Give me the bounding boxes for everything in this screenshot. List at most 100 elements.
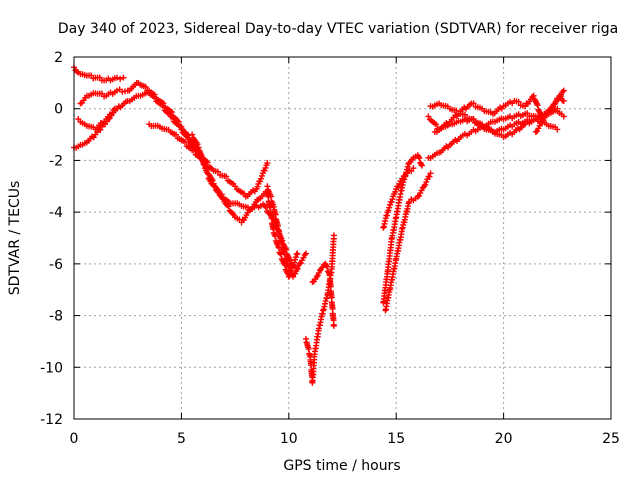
data-point [178, 126, 185, 133]
data-point [453, 107, 460, 114]
series-arc-8 [302, 232, 337, 386]
y-tick-label: -12 [40, 412, 63, 428]
data-point [142, 83, 149, 90]
data-point [176, 123, 183, 130]
series-arc-17 [532, 92, 567, 135]
data-point [389, 196, 396, 203]
data-point [402, 173, 409, 180]
data-point [386, 204, 393, 211]
series-arc-4 [75, 89, 206, 164]
y-tick-label: -8 [49, 309, 63, 325]
axis-ticks [73, 56, 612, 420]
data-point [201, 162, 208, 169]
data-point [257, 178, 264, 185]
data-point [218, 191, 225, 198]
plot-frame [73, 56, 612, 420]
data-point [293, 267, 300, 274]
data-point [422, 181, 429, 188]
series-arc-2 [77, 79, 271, 200]
data-point [159, 103, 166, 110]
data-point [294, 265, 301, 272]
x-tick-label: 0 [70, 431, 79, 447]
data-point [532, 128, 539, 135]
x-tick-labels: 0 5 10 15 20 25 [70, 431, 620, 447]
data-point [554, 126, 561, 133]
data-point [385, 207, 392, 214]
data-point [330, 232, 337, 239]
data-point [515, 98, 522, 105]
data-point [262, 204, 269, 211]
data-point [433, 121, 440, 128]
data-point [425, 113, 432, 120]
data-point [194, 141, 201, 148]
data-point [388, 199, 395, 206]
data-point [395, 183, 402, 190]
data-point [258, 175, 265, 182]
chart-title: Day 340 of 2023, Sidereal Day-to-day VTE… [58, 21, 618, 37]
x-tick-label: 15 [387, 431, 405, 447]
y-tick-label: -10 [40, 360, 63, 376]
data-point [560, 87, 567, 94]
data-point [404, 163, 411, 170]
data-point [195, 144, 202, 151]
x-tick-label: 5 [177, 431, 186, 447]
data-point [554, 105, 561, 112]
data-point [560, 97, 567, 104]
data-point [292, 270, 299, 277]
x-axis-label: GPS time / hours [283, 458, 400, 474]
data-point [113, 74, 120, 81]
data-point [291, 259, 298, 266]
data-point [120, 74, 127, 81]
series-arc-13 [425, 107, 567, 162]
data-point [296, 260, 303, 267]
data-point [267, 193, 274, 200]
series-arc-11 [382, 170, 434, 314]
y-axis-label: SDTVAR / TECUs [7, 181, 23, 296]
data-point [264, 160, 271, 167]
series-arc-15 [425, 87, 567, 133]
data-point [330, 322, 337, 329]
grid-lines [74, 57, 611, 419]
data-point [261, 167, 268, 174]
data-point [470, 100, 477, 107]
data-point [557, 93, 564, 100]
data-point [302, 250, 309, 257]
data-point [416, 155, 423, 162]
y-tick-labels: -12 -10 -8 -6 -4 -2 0 2 [40, 50, 63, 428]
data-point [292, 254, 299, 261]
data-point [461, 111, 468, 118]
data-point [254, 183, 261, 190]
data-point [117, 75, 124, 82]
data-point [544, 109, 551, 116]
data-point [258, 172, 265, 179]
x-tick-label: 10 [280, 431, 298, 447]
data-point [269, 213, 276, 220]
y-tick-label: -2 [49, 153, 63, 169]
x-tick-label: 20 [495, 431, 513, 447]
data-point [410, 165, 417, 172]
data-point [214, 168, 221, 175]
data-point [185, 134, 192, 141]
data-point [418, 162, 425, 169]
series-arc-9 [309, 260, 337, 329]
y-tick-label: -6 [49, 257, 63, 273]
data-point [151, 94, 158, 101]
data-point [534, 102, 541, 109]
data-point [396, 180, 403, 187]
series-arc-1 [71, 64, 127, 84]
data-points [71, 64, 567, 386]
y-tick-label: -4 [49, 205, 63, 221]
x-tick-label: 25 [602, 431, 620, 447]
data-point [262, 164, 269, 171]
data-point [190, 147, 197, 154]
data-point [324, 263, 331, 270]
series-arc-7 [264, 183, 309, 280]
y-tick-label: 2 [54, 50, 63, 66]
data-point [211, 182, 218, 189]
data-point [392, 188, 399, 195]
data-point [285, 263, 292, 270]
data-point [223, 173, 230, 180]
data-point [560, 113, 567, 120]
data-point [294, 250, 301, 257]
